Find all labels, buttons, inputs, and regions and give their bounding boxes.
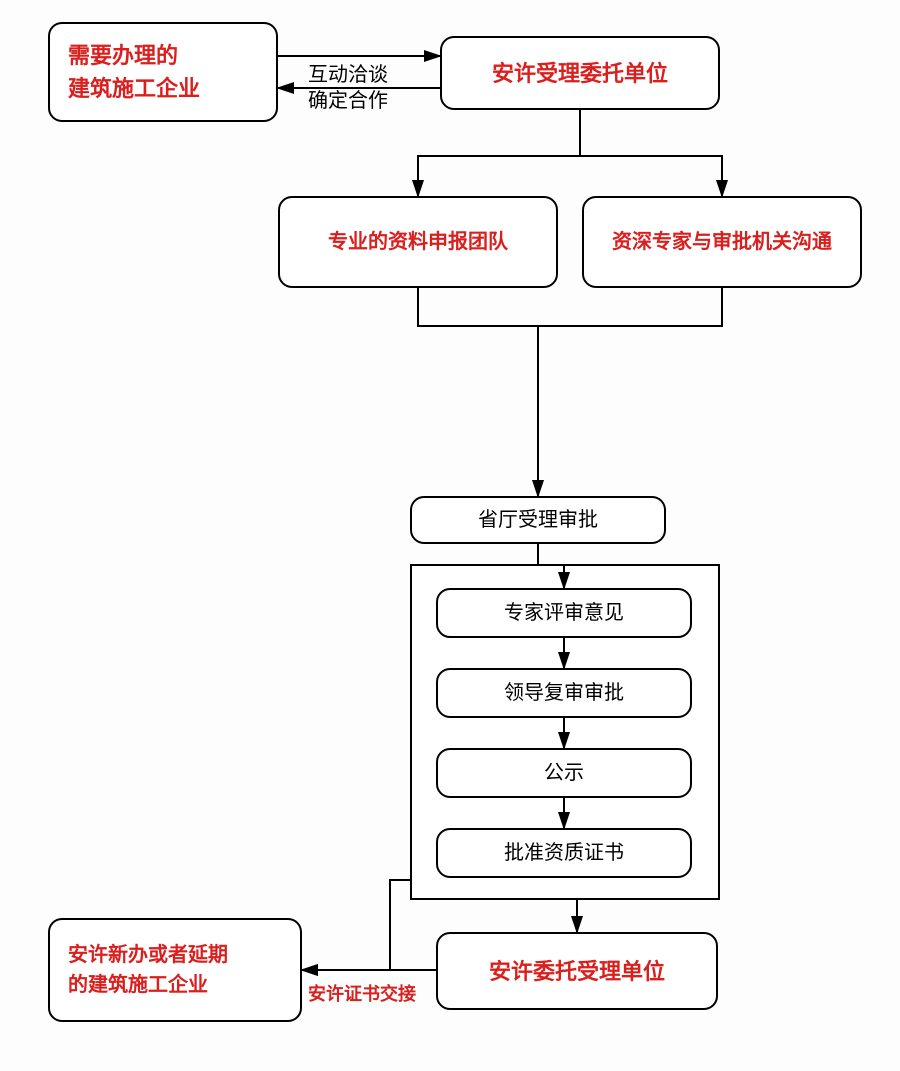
node-label: 安许委托受理单位 [489, 955, 665, 988]
node-provincial-review: 省厅受理审批 [410, 496, 666, 544]
node-label: 领导复审审批 [504, 678, 624, 708]
node-enterprise-need: 需要办理的 建筑施工企业 [48, 22, 278, 122]
node-expert-opinion: 专家评审意见 [436, 588, 692, 638]
node-label: 资深专家与审批机关沟通 [612, 227, 832, 257]
edge-label-text: 安许证书交接 [308, 984, 416, 1004]
node-approve-cert: 批准资质证书 [436, 828, 692, 878]
edge-e9 [302, 880, 410, 970]
node-professional-team: 专业的资料申报团队 [278, 196, 558, 288]
edge-label-negotiate: 互动洽谈 确定合作 [308, 36, 388, 114]
node-public-notice: 公示 [436, 748, 692, 798]
edge-label-cert-handover: 安许证书交接 [308, 960, 416, 1007]
node-senior-experts: 资深专家与审批机关沟通 [582, 196, 862, 288]
node-label: 安许新办或者延期 的建筑施工企业 [68, 940, 228, 1000]
node-label: 批准资质证书 [504, 838, 624, 868]
node-leader-review: 领导复审审批 [436, 668, 692, 718]
edge-e3 [418, 288, 538, 326]
node-label: 省厅受理审批 [478, 505, 598, 535]
node-label: 公示 [544, 758, 584, 788]
edge-e3b [538, 288, 722, 326]
edge-label-text: 互动洽谈 确定合作 [308, 64, 388, 112]
edge-e2 [418, 110, 580, 196]
node-label: 专家评审意见 [504, 598, 624, 628]
edge-e2b [580, 156, 722, 196]
node-new-or-extend-enterprise: 安许新办或者延期 的建筑施工企业 [48, 918, 302, 1022]
node-label: 专业的资料申报团队 [328, 227, 508, 257]
node-label: 安许受理委托单位 [492, 57, 668, 90]
node-entrust-accept-unit: 安许委托受理单位 [436, 932, 718, 1010]
node-accept-entrust-unit: 安许受理委托单位 [440, 36, 720, 110]
node-label: 需要办理的 建筑施工企业 [68, 39, 200, 105]
